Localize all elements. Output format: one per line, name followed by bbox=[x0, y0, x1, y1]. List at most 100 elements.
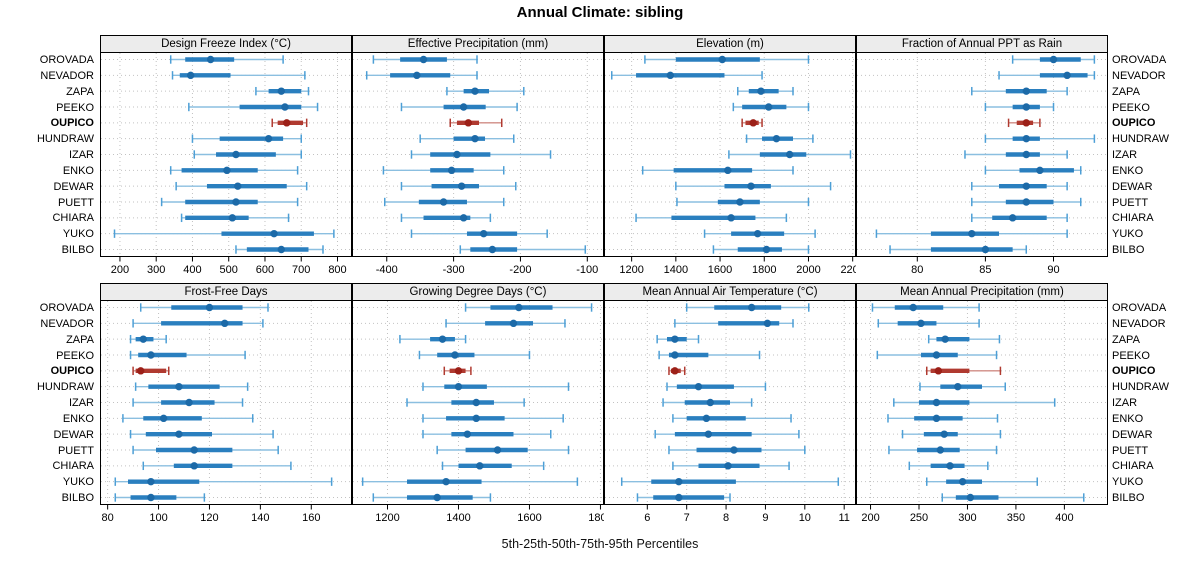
panel-strip-title: Mean Annual Precipitation (mm) bbox=[900, 286, 1064, 298]
series-rows bbox=[114, 303, 333, 502]
row-hundraw bbox=[134, 382, 249, 391]
row-zapa bbox=[927, 334, 1001, 344]
panel-design-freeze-index: Design Freeze Index (°C) 200 300 400 500 600… bbox=[100, 35, 352, 278]
row-nevador bbox=[674, 319, 794, 328]
station-label-left-nevador: NEVADOR bbox=[40, 317, 94, 330]
row-zapa bbox=[446, 86, 525, 96]
station-label-right-peeko: PEEKO bbox=[1112, 101, 1150, 114]
row-dewar bbox=[971, 181, 1068, 191]
panel-strip: Growing Degree Days (°C) bbox=[352, 283, 604, 301]
row-enko bbox=[382, 166, 505, 175]
row-puett bbox=[384, 197, 505, 207]
station-label-right-enko: ENKO bbox=[1112, 412, 1144, 425]
x-tick-label: -200 bbox=[509, 264, 531, 276]
row-izar bbox=[410, 150, 552, 159]
panel-strip-title: Design Freeze Index (°C) bbox=[161, 38, 291, 50]
x-axis: -400 -300 -200 -100 bbox=[376, 257, 598, 276]
x-axis: 200 300 400 500 600 700 800 bbox=[111, 257, 347, 276]
station-label-left-bilbo: BILBO bbox=[61, 244, 94, 256]
row-enko bbox=[887, 414, 999, 423]
row-zapa bbox=[656, 334, 700, 344]
panel-strip: Elevation (m) bbox=[604, 35, 856, 53]
percentile-plot-elevation: 1200 1400 1600 1800 2000 2200 bbox=[604, 52, 856, 276]
row-izar bbox=[662, 398, 753, 407]
panel-strip: Fraction of Annual PPT as Rain bbox=[856, 35, 1108, 53]
row-yuko bbox=[703, 229, 816, 238]
station-label-right-peeko: PEEKO bbox=[1112, 349, 1150, 362]
row-zapa bbox=[129, 334, 167, 344]
row-nevador bbox=[171, 71, 306, 80]
row-zapa bbox=[399, 334, 467, 344]
row-yuko bbox=[410, 229, 548, 238]
row-yuko bbox=[361, 477, 579, 486]
station-label-right-puett: PUETT bbox=[1112, 196, 1149, 209]
station-label-right-izar: IZAR bbox=[1112, 397, 1138, 409]
x-tick-label: 200 bbox=[111, 264, 129, 276]
x-tick-label: 1200 bbox=[619, 264, 643, 276]
x-tick-label: 1200 bbox=[375, 512, 399, 524]
row-nevador bbox=[610, 71, 763, 80]
panel-strip-title: Fraction of Annual PPT as Rain bbox=[901, 38, 1063, 50]
row-puett bbox=[888, 445, 998, 455]
x-tick-label: 90 bbox=[1047, 264, 1059, 276]
station-label-left-hundraw: HUNDRAW bbox=[36, 133, 94, 146]
row-oupico bbox=[449, 118, 503, 128]
row-hundraw bbox=[666, 382, 767, 391]
x-tick-label: 300 bbox=[147, 264, 165, 276]
row-zapa bbox=[971, 86, 1068, 96]
row-oupico bbox=[132, 366, 170, 376]
x-tick-label: 100 bbox=[149, 512, 167, 524]
percentile-plot-mean-annual-precipitation: 200 250 300 350 400 bbox=[856, 300, 1108, 524]
row-dewar bbox=[654, 429, 800, 439]
x-tick-label: 6 bbox=[644, 512, 650, 524]
station-label-right-orovada: OROVADA bbox=[1112, 54, 1167, 66]
station-label-right-chiara: CHIARA bbox=[1112, 460, 1154, 473]
station-label-left-zapa: ZAPA bbox=[66, 85, 94, 98]
panel-mean-air-temperature: Mean Annual Air Temperature (°C) 6 7 8 9 10 1… bbox=[604, 283, 856, 526]
station-label-right-nevador: NEVADOR bbox=[1112, 317, 1166, 330]
row-izar bbox=[193, 150, 302, 159]
panel-strip-title: Elevation (m) bbox=[696, 38, 764, 50]
row-enko bbox=[122, 414, 254, 423]
x-tick-label: 85 bbox=[979, 264, 991, 276]
x-tick-label: 1800 bbox=[752, 264, 776, 276]
row-oupico bbox=[271, 118, 308, 128]
station-label-left-yuko: YUKO bbox=[62, 228, 94, 241]
station-label-left-enko: ENKO bbox=[62, 164, 94, 177]
x-tick-label: 9 bbox=[762, 512, 768, 524]
row-nevador bbox=[445, 319, 566, 328]
row-chiara bbox=[672, 461, 790, 471]
station-label-left-nevador: NEVADOR bbox=[40, 69, 94, 82]
station-label-right-oupico: OUPICO bbox=[1112, 117, 1156, 130]
row-orovada bbox=[644, 55, 810, 64]
row-nevador bbox=[877, 319, 980, 328]
percentile-plot-effective-precipitation: -400 -300 -200 -100 bbox=[352, 52, 604, 276]
row-peeko bbox=[418, 350, 531, 360]
row-orovada bbox=[871, 303, 980, 312]
x-tick-label: 1600 bbox=[517, 512, 541, 524]
row-enko bbox=[984, 166, 1082, 175]
station-label-left-yuko: YUKO bbox=[62, 476, 94, 489]
row-puett bbox=[132, 445, 279, 455]
row-oupico bbox=[1007, 118, 1041, 128]
x-axis: 1200 1400 1600 1800 2000 2200 bbox=[619, 257, 856, 276]
x-tick-label: 1600 bbox=[708, 264, 732, 276]
percentile-plot-mean-air-temperature: 6 7 8 9 10 11 bbox=[604, 300, 856, 524]
station-label-left-chiara: CHIARA bbox=[52, 212, 94, 225]
row-puett bbox=[676, 197, 810, 207]
row-orovada bbox=[464, 303, 593, 312]
row-bilbo bbox=[712, 245, 810, 254]
x-tick-label: 8 bbox=[723, 512, 729, 524]
row-dewar bbox=[901, 429, 1002, 439]
panel-elevation: Elevation (m) 1200 1400 1600 1800 2000 2200 bbox=[604, 35, 856, 278]
station-label-left-oupico: OUPICO bbox=[50, 365, 94, 378]
x-tick-label: 80 bbox=[102, 512, 114, 524]
row-orovada bbox=[139, 303, 269, 312]
x-tick-label: 10 bbox=[799, 512, 811, 524]
row-orovada bbox=[685, 303, 810, 312]
x-tick-label: 2000 bbox=[796, 264, 820, 276]
row-oupico bbox=[443, 366, 472, 376]
station-label-right-bilbo: BILBO bbox=[1112, 492, 1145, 504]
x-tick-label: 700 bbox=[292, 264, 310, 276]
